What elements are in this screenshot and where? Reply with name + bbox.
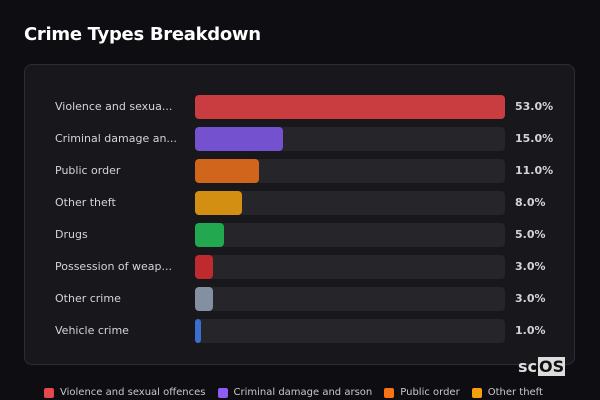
bar [195, 255, 213, 279]
bar [195, 159, 260, 183]
category-label: Violence and sexua... [55, 100, 173, 113]
bar-track [195, 287, 505, 311]
chart-title: Crime Types Breakdown [24, 24, 261, 45]
bar-track [195, 191, 505, 215]
bar-row: Possession of weap... 3.0% [0, 255, 600, 279]
bar-track [195, 223, 505, 247]
bar-row: Vehicle crime 1.0% [0, 319, 600, 343]
category-label: Vehicle crime [55, 324, 129, 337]
bar [195, 191, 242, 215]
bar [195, 287, 213, 311]
category-label: Drugs [55, 228, 88, 241]
logo-os: OS [538, 357, 566, 376]
bar-track [195, 255, 505, 279]
legend-item[interactable]: Other theft [471, 387, 543, 398]
bar [195, 319, 201, 343]
category-label: Public order [55, 164, 121, 177]
category-label: Other theft [55, 196, 116, 209]
bar-row: Public order 11.0% [0, 159, 600, 183]
value-label: 1.0% [515, 324, 546, 337]
category-label: Criminal damage an... [55, 132, 177, 145]
legend: Violence and sexual offences Criminal dam… [44, 387, 543, 398]
legend-swatch [384, 387, 395, 398]
scos-logo: sc OS [517, 357, 566, 376]
bar [195, 223, 225, 247]
bar-row: Violence and sexua... 53.0% [0, 95, 600, 119]
bar-track [195, 319, 505, 343]
value-label: 3.0% [515, 292, 546, 305]
category-label: Other crime [55, 292, 121, 305]
value-label: 53.0% [515, 100, 554, 113]
bar-track [195, 159, 505, 183]
value-label: 3.0% [515, 260, 546, 273]
legend-label: Criminal damage and arson [233, 387, 373, 398]
legend-item[interactable]: Public order [384, 387, 460, 398]
legend-item[interactable]: Violence and sexual offences [44, 387, 206, 398]
value-label: 11.0% [515, 164, 554, 177]
legend-item[interactable]: Criminal damage and arson [217, 387, 373, 398]
legend-label: Public order [400, 387, 460, 398]
bar-row: Criminal damage an... 15.0% [0, 127, 600, 151]
logo-sc: sc [518, 357, 538, 376]
bar-row: Drugs 5.0% [0, 223, 600, 247]
legend-swatch [44, 387, 54, 398]
bar [195, 127, 283, 151]
legend-swatch [217, 387, 228, 398]
value-label: 8.0% [515, 196, 546, 209]
category-label: Possession of weap... [55, 260, 172, 273]
legend-label: Other theft [487, 387, 543, 398]
legend-swatch [471, 387, 482, 398]
bar-row: Other crime 3.0% [0, 287, 600, 311]
legend-label: Violence and sexual offences [60, 387, 206, 398]
value-label: 5.0% [515, 228, 546, 241]
bar-track [195, 127, 505, 151]
bar-track [195, 95, 505, 119]
bar [195, 95, 505, 119]
value-label: 15.0% [515, 132, 554, 145]
bar-row: Other theft 8.0% [0, 191, 600, 215]
